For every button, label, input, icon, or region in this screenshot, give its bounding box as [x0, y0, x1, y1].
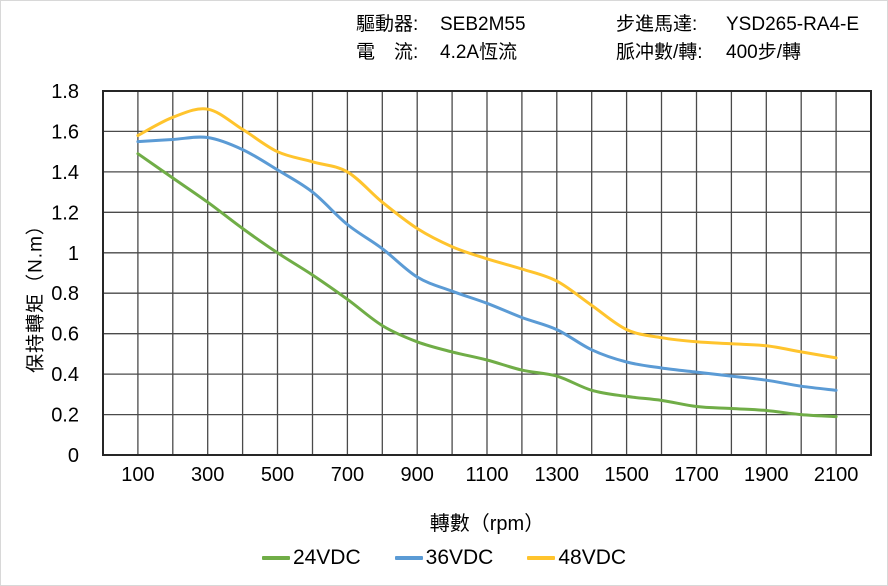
series-line-24vdc — [136, 152, 838, 419]
legend-label-48vdc: 48VDC — [558, 546, 627, 569]
legend-label-36vdc: 36VDC — [425, 546, 494, 569]
legend-item-36vdc: 36VDC — [394, 546, 494, 570]
current-row: 電 流: 4.2A恆流 — [356, 39, 526, 67]
x-tick-label: 1100 — [465, 464, 508, 486]
legend-swatch-48vdc — [527, 556, 556, 560]
y-tick-label: 1.2 — [51, 202, 79, 224]
x-tick-label: 300 — [191, 464, 224, 486]
pulses-label: 脈冲數/轉: — [616, 42, 703, 63]
x-tick-label: 2100 — [814, 464, 859, 486]
x-tick-label: 700 — [331, 464, 364, 486]
y-tick-label: 1.4 — [51, 162, 79, 184]
y-tick-label: 0.6 — [51, 324, 79, 346]
x-tick-label: 900 — [401, 464, 434, 486]
y-tick-label: 0.8 — [51, 283, 79, 305]
legend-swatch-36vdc — [394, 556, 423, 560]
series-line-48vdc — [136, 107, 838, 360]
legend-item-48vdc: 48VDC — [527, 546, 626, 570]
motor-value: YSD265-RA4-E — [726, 14, 860, 35]
series-line-36vdc — [136, 135, 838, 392]
x-axis-title: 轉數（rpm） — [429, 513, 545, 535]
pulses-row: 脈冲數/轉: 400步/轉 — [616, 39, 859, 67]
motor-row: 步進馬達: YSD265-RA4-E — [616, 11, 859, 39]
y-tick-label: 0.4 — [51, 364, 79, 386]
legend-item-24vdc: 24VDC — [261, 546, 361, 570]
x-tick-label: 1300 — [535, 464, 580, 486]
current-value: 4.2A恆流 — [440, 42, 518, 63]
x-tick-label: 1500 — [604, 464, 649, 486]
x-tick-label: 100 — [121, 464, 154, 486]
y-tick-label: 1 — [68, 243, 79, 265]
pulses-value: 400步/轉 — [726, 42, 801, 63]
y-tick-label: 1.6 — [51, 121, 79, 143]
driver-value: SEB2M55 — [440, 14, 526, 35]
chart-legend: 24VDC 36VDC 48VDC — [1, 546, 887, 570]
driver-label: 驅動器: — [356, 14, 419, 35]
legend-label-24vdc: 24VDC — [292, 546, 361, 569]
y-tick-label: 0 — [68, 445, 79, 467]
y-axis-title: 保持轉矩（N.m） — [25, 215, 47, 373]
plot-border — [102, 90, 872, 456]
x-tick-label: 1900 — [744, 464, 789, 486]
legend-swatch-24vdc — [261, 556, 290, 560]
current-label: 電 流: — [356, 42, 419, 63]
x-tick-label: 500 — [261, 464, 294, 486]
driver-row: 驅動器: SEB2M55 — [356, 11, 526, 39]
y-tick-label: 1.8 — [51, 81, 79, 103]
header-right-block: 步進馬達: YSD265-RA4-E 脈冲數/轉: 400步/轉 — [616, 11, 859, 67]
x-tick-label: 1700 — [674, 464, 719, 486]
motor-label: 步進馬達: — [616, 14, 698, 35]
y-tick-label: 0.2 — [51, 405, 79, 427]
header-left-block: 驅動器: SEB2M55 電 流: 4.2A恆流 — [356, 11, 526, 67]
